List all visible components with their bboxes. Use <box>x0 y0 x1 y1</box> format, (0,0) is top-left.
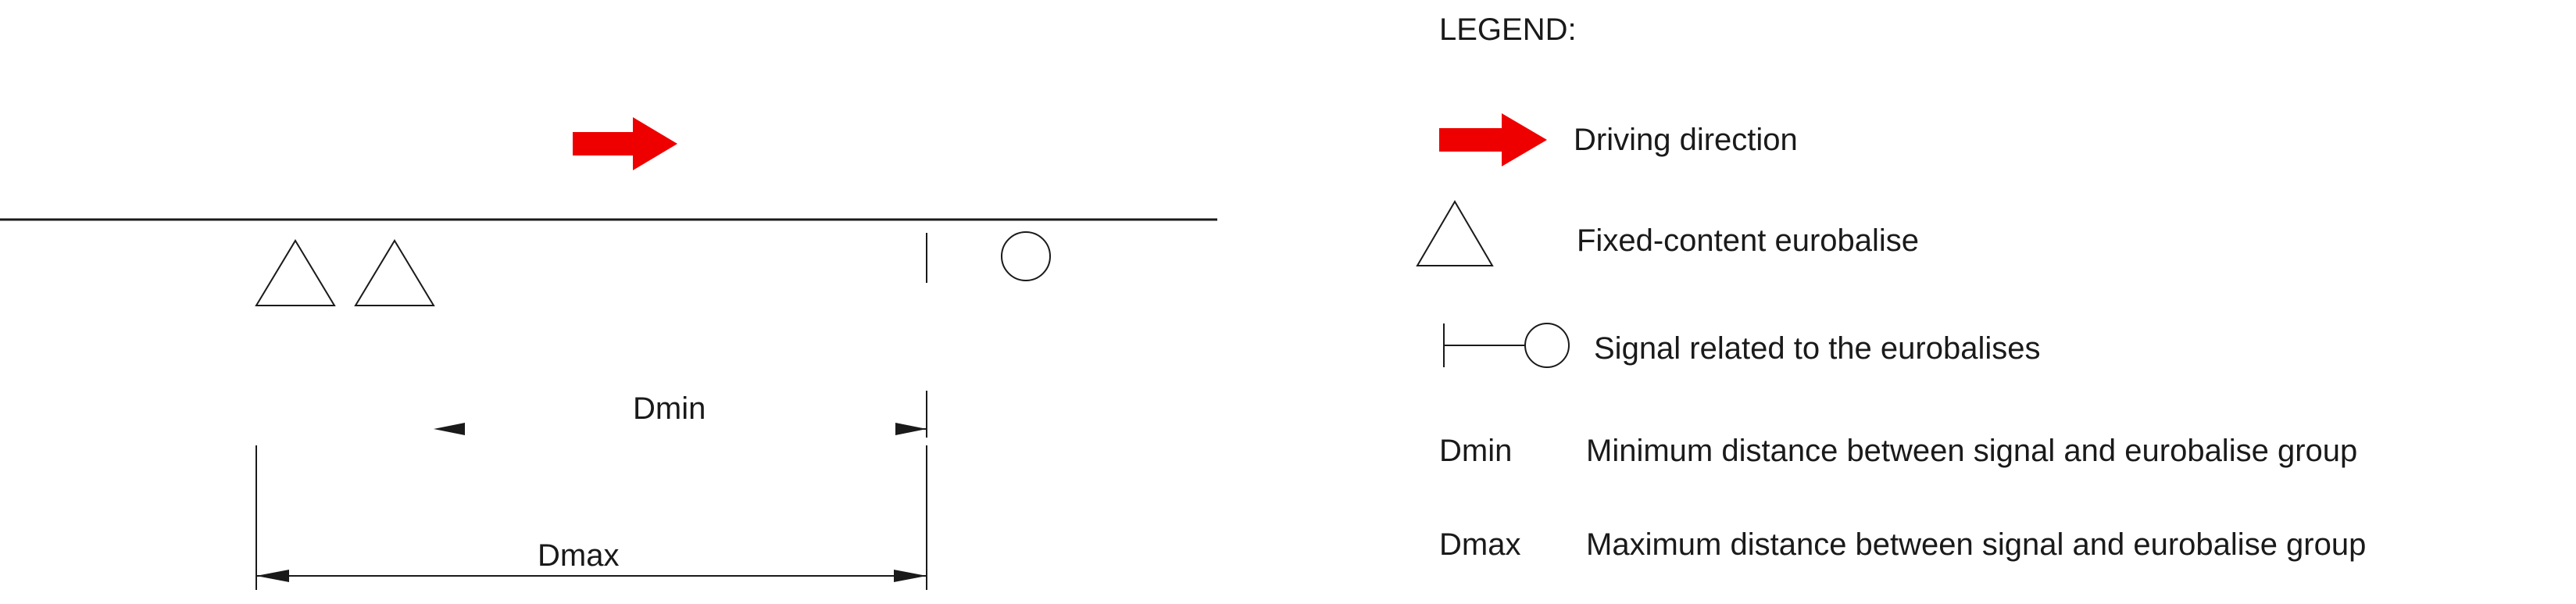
legend-label-dmax: Maximum distance between signal and euro… <box>1586 527 2367 562</box>
dmin-arrowhead-left <box>434 423 465 435</box>
legend-triangle-icon <box>1416 200 1494 266</box>
legend-red-arrow-icon <box>1439 113 1547 166</box>
dmin-label: Dmin <box>633 391 706 426</box>
legend-abbr-dmin: Dmin <box>1439 434 1513 468</box>
dmax-arrowhead-right <box>894 570 927 582</box>
driving-direction-arrow-icon <box>573 117 677 170</box>
legend-label-driving-direction: Driving direction <box>1574 123 1798 157</box>
legend-label-signal: Signal related to the eurobalises <box>1594 331 2041 366</box>
legend-label-dmin: Minimum distance between signal and euro… <box>1586 434 2358 468</box>
eurobalise-triangle-icon <box>354 239 435 306</box>
legend-label-fixed-content-eurobalise: Fixed-content eurobalise <box>1577 223 1920 258</box>
legend-abbr-dmax: Dmax <box>1439 527 1521 562</box>
dmin-arrowhead-right <box>895 423 927 435</box>
dmax-arrowhead-left <box>256 570 289 582</box>
eurobalise-triangle-icon <box>255 239 336 306</box>
dmax-label: Dmax <box>538 538 620 573</box>
signal-head-icon <box>1001 231 1051 281</box>
legend-signal-icon <box>1524 323 1570 368</box>
legend-title: LEGEND: <box>1439 13 1577 47</box>
